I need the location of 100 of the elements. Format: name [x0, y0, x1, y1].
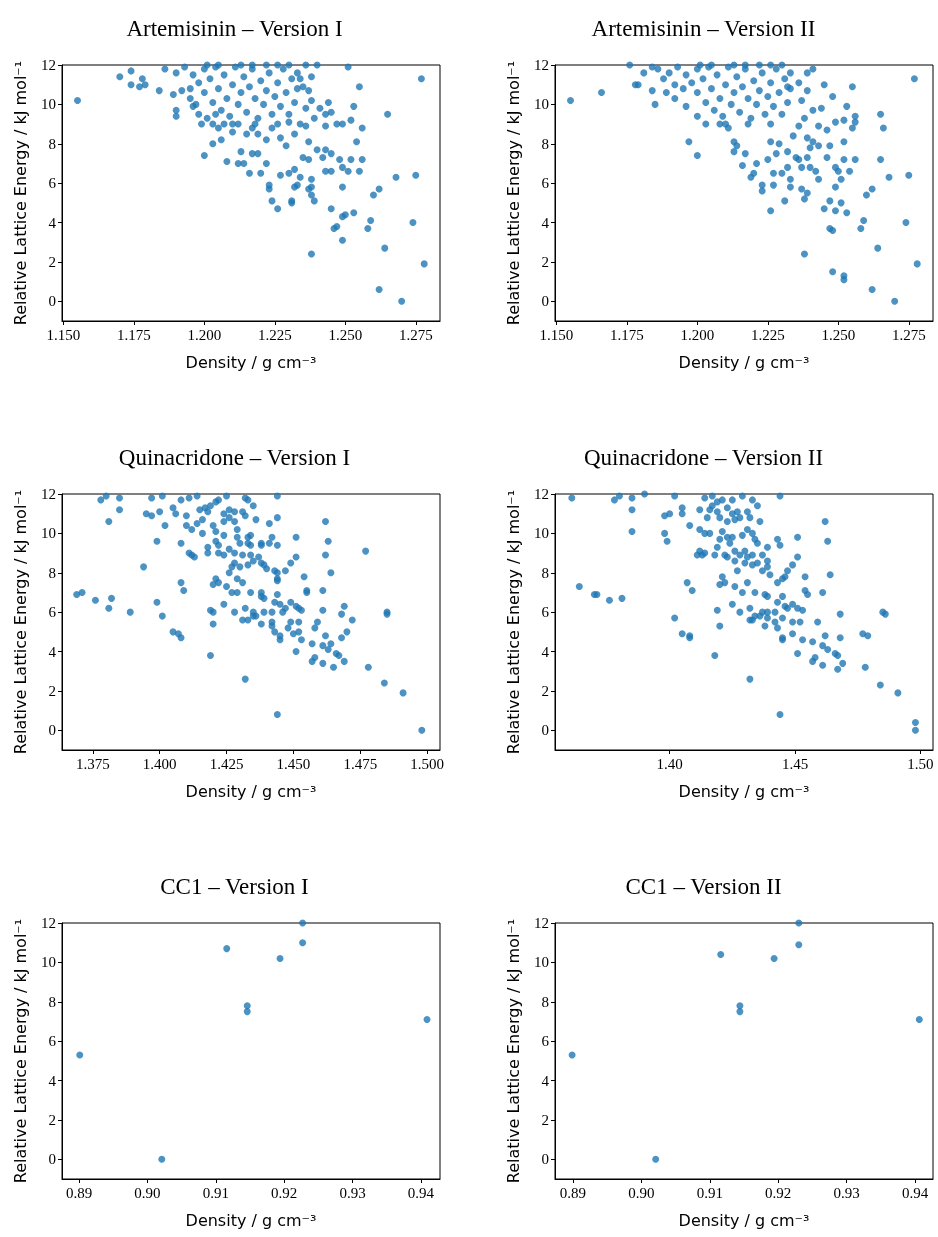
point	[299, 939, 307, 947]
x-tick-label: 1.425	[209, 755, 244, 772]
y-tick-label: 10	[41, 525, 56, 542]
y-tick-label: 0	[48, 722, 56, 739]
x-tick-label: 1.375	[75, 755, 110, 772]
x-tick-label: 1.45	[781, 755, 809, 772]
x-tick-label: 1.275	[398, 326, 433, 343]
x-tick-label: 1.200	[187, 326, 222, 343]
x-tick-label: 0.89	[65, 1184, 93, 1201]
chart-title: Quinacridone – Version I	[118, 445, 351, 470]
x-axis-title: Density / g cm⁻³	[678, 781, 810, 801]
y-tick-label: 2	[541, 1111, 549, 1128]
y-tick-label: 0	[48, 1151, 56, 1168]
y-tick-label: 12	[534, 915, 549, 931]
point	[158, 1155, 166, 1163]
chart-title: CC1 – Version I	[160, 874, 309, 899]
y-tick-label: 10	[41, 96, 56, 113]
point	[652, 1155, 660, 1163]
y-tick-label: 4	[48, 1072, 57, 1089]
point	[76, 1051, 84, 1059]
y-tick-label: 8	[48, 135, 56, 152]
x-tick-label: 1.475	[343, 755, 378, 772]
x-axis-title: Density / g cm⁻³	[678, 1210, 810, 1230]
x-axis-title: Density / g cm⁻³	[185, 1210, 317, 1230]
y-tick-label: 8	[541, 135, 549, 152]
x-tick-label: 0.92	[271, 1184, 298, 1201]
y-tick-label: 4	[48, 214, 57, 231]
x-tick-label: 0.91	[696, 1184, 723, 1201]
x-tick-label: 1.175	[610, 326, 644, 343]
y-axis-title: Relative Lattice Energy / kJ mol⁻¹	[10, 60, 30, 326]
point	[223, 945, 231, 953]
point	[915, 1015, 923, 1023]
y-tick-label: 12	[534, 57, 549, 73]
y-tick-label: 12	[41, 915, 56, 931]
x-tick-label: 1.500	[410, 755, 445, 772]
y-tick-label: 0	[541, 1151, 549, 1168]
x-tick-label: 1.225	[257, 326, 292, 343]
y-tick-label: 0	[48, 293, 56, 310]
y-tick-label: 6	[48, 175, 57, 192]
x-tick-label: 0.90	[134, 1184, 161, 1201]
chart-title: Artemisinin – Version I	[126, 16, 343, 41]
x-tick-label: 1.200	[680, 326, 715, 343]
y-tick-label: 4	[48, 643, 57, 660]
x-axis-title: Density / g cm⁻³	[678, 352, 810, 372]
point	[795, 919, 803, 927]
y-tick-label: 0	[541, 722, 549, 739]
y-tick-label: 6	[48, 1033, 57, 1050]
x-axis-title: Density / g cm⁻³	[185, 781, 317, 801]
y-tick-label: 12	[41, 486, 56, 502]
point	[243, 1002, 251, 1010]
y-tick-label: 10	[534, 525, 549, 542]
point	[276, 954, 284, 962]
y-tick-label: 6	[541, 175, 550, 192]
y-tick-label: 8	[48, 993, 56, 1010]
x-tick-label: 0.92	[765, 1184, 792, 1201]
x-tick-label: 1.250	[328, 326, 363, 343]
y-tick-label: 0	[541, 293, 549, 310]
y-tick-label: 4	[541, 643, 550, 660]
x-tick-label: 1.150	[539, 326, 574, 343]
x-tick-label: 1.275	[891, 326, 926, 343]
chart-title: CC1 – Version II	[625, 874, 782, 899]
point	[795, 941, 803, 949]
y-axis-title: Relative Lattice Energy / kJ mol⁻¹	[10, 918, 30, 1184]
x-tick-label: 0.94	[407, 1184, 435, 1201]
y-tick-label: 10	[41, 954, 56, 971]
point	[770, 954, 778, 962]
y-tick-label: 6	[48, 604, 57, 621]
y-axis-title: Relative Lattice Energy / kJ mol⁻¹	[10, 489, 30, 755]
x-tick-label: 1.450	[276, 755, 311, 772]
x-axis-title: Density / g cm⁻³	[185, 352, 317, 372]
x-tick-label: 1.250	[821, 326, 856, 343]
y-tick-label: 8	[48, 564, 56, 581]
x-tick-label: 0.94	[902, 1184, 929, 1201]
y-tick-label: 4	[541, 1072, 550, 1089]
y-tick-label: 10	[534, 96, 549, 113]
y-tick-label: 12	[534, 486, 549, 502]
x-tick-label: 0.91	[202, 1184, 229, 1201]
chart-title: Quinacridone – Version II	[583, 445, 824, 470]
y-tick-label: 6	[541, 1033, 550, 1050]
point	[299, 919, 307, 927]
y-tick-label: 2	[541, 253, 549, 270]
point	[423, 1015, 431, 1023]
y-tick-label: 2	[541, 682, 549, 699]
y-tick-label: 8	[541, 564, 549, 581]
y-tick-label: 2	[48, 253, 56, 270]
x-tick-label: 0.90	[628, 1184, 655, 1201]
x-tick-label: 1.150	[46, 326, 81, 343]
y-tick-label: 12	[41, 57, 56, 73]
y-tick-label: 8	[541, 993, 549, 1010]
y-tick-label: 10	[534, 954, 549, 971]
point	[717, 951, 725, 959]
x-tick-label: 1.225	[750, 326, 785, 343]
chart-title: Artemisinin – Version II	[591, 16, 816, 41]
x-tick-label: 1.50	[907, 755, 934, 772]
y-tick-label: 6	[541, 604, 550, 621]
x-tick-label: 1.400	[142, 755, 177, 772]
y-tick-label: 4	[541, 214, 550, 231]
x-tick-label: 0.93	[833, 1184, 860, 1201]
x-tick-label: 0.93	[339, 1184, 366, 1201]
y-axis-title: Relative Lattice Energy / kJ mol⁻¹	[503, 60, 523, 326]
